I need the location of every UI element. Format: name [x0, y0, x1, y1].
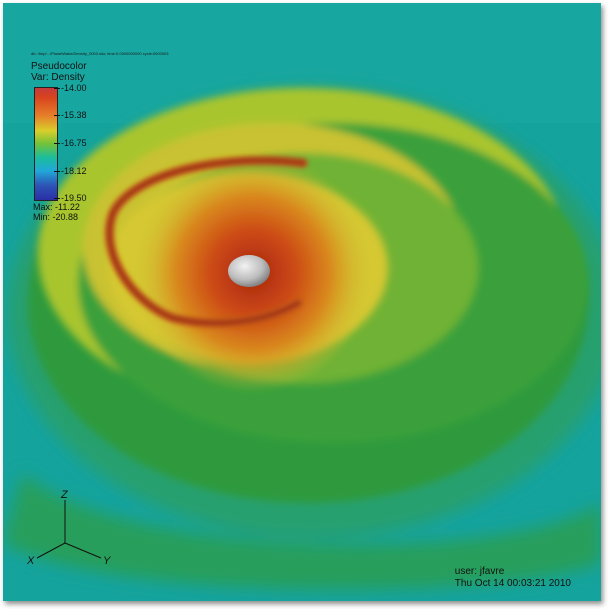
legend-tick-label: -15.38 — [61, 110, 87, 120]
legend-tick-label: -14.00 — [61, 83, 87, 93]
planet-sphere — [228, 255, 270, 287]
timestamp: Thu Oct 14 00:03:21 2010 — [454, 578, 571, 589]
density-visualization[interactable] — [3, 3, 601, 601]
legend-tick — [54, 115, 60, 116]
render-viewport[interactable]: db: /tmp/.../PlanetWake/Density_0003.sil… — [3, 3, 601, 601]
y-axis-label: Y — [103, 555, 111, 567]
x-axis-label: X — [26, 555, 35, 567]
z-axis-label: Z — [60, 489, 69, 501]
legend-tick — [54, 88, 60, 89]
pseudocolor-legend: Pseudocolor Var: Density -14.00 -15.38 -… — [31, 61, 151, 222]
legend-tick-label: -18.12 — [61, 166, 87, 176]
legend-max: Max: -11.22 — [33, 202, 80, 212]
legend-tick — [54, 143, 60, 144]
legend-tick — [54, 171, 60, 172]
user-info: user: jfavre Thu Oct 14 00:03:21 2010 — [455, 566, 571, 590]
legend-min: Min: -20.88 — [33, 212, 79, 222]
legend-tick-label: -19.50 — [61, 193, 87, 203]
axis-triad: Z X Y — [26, 489, 111, 567]
color-bar — [34, 87, 58, 201]
legend-variable: Var: Density — [31, 72, 85, 83]
legend-tick-label: -16.75 — [61, 138, 87, 148]
legend-plot-type: Pseudocolor — [31, 61, 87, 72]
x-axis-line — [36, 542, 66, 559]
y-axis-line — [64, 542, 102, 559]
user-name: user: jfavre — [454, 566, 505, 577]
database-path-label: db: /tmp/.../PlanetWake/Density_0003.sil… — [31, 51, 169, 56]
legend-tick — [54, 198, 60, 199]
